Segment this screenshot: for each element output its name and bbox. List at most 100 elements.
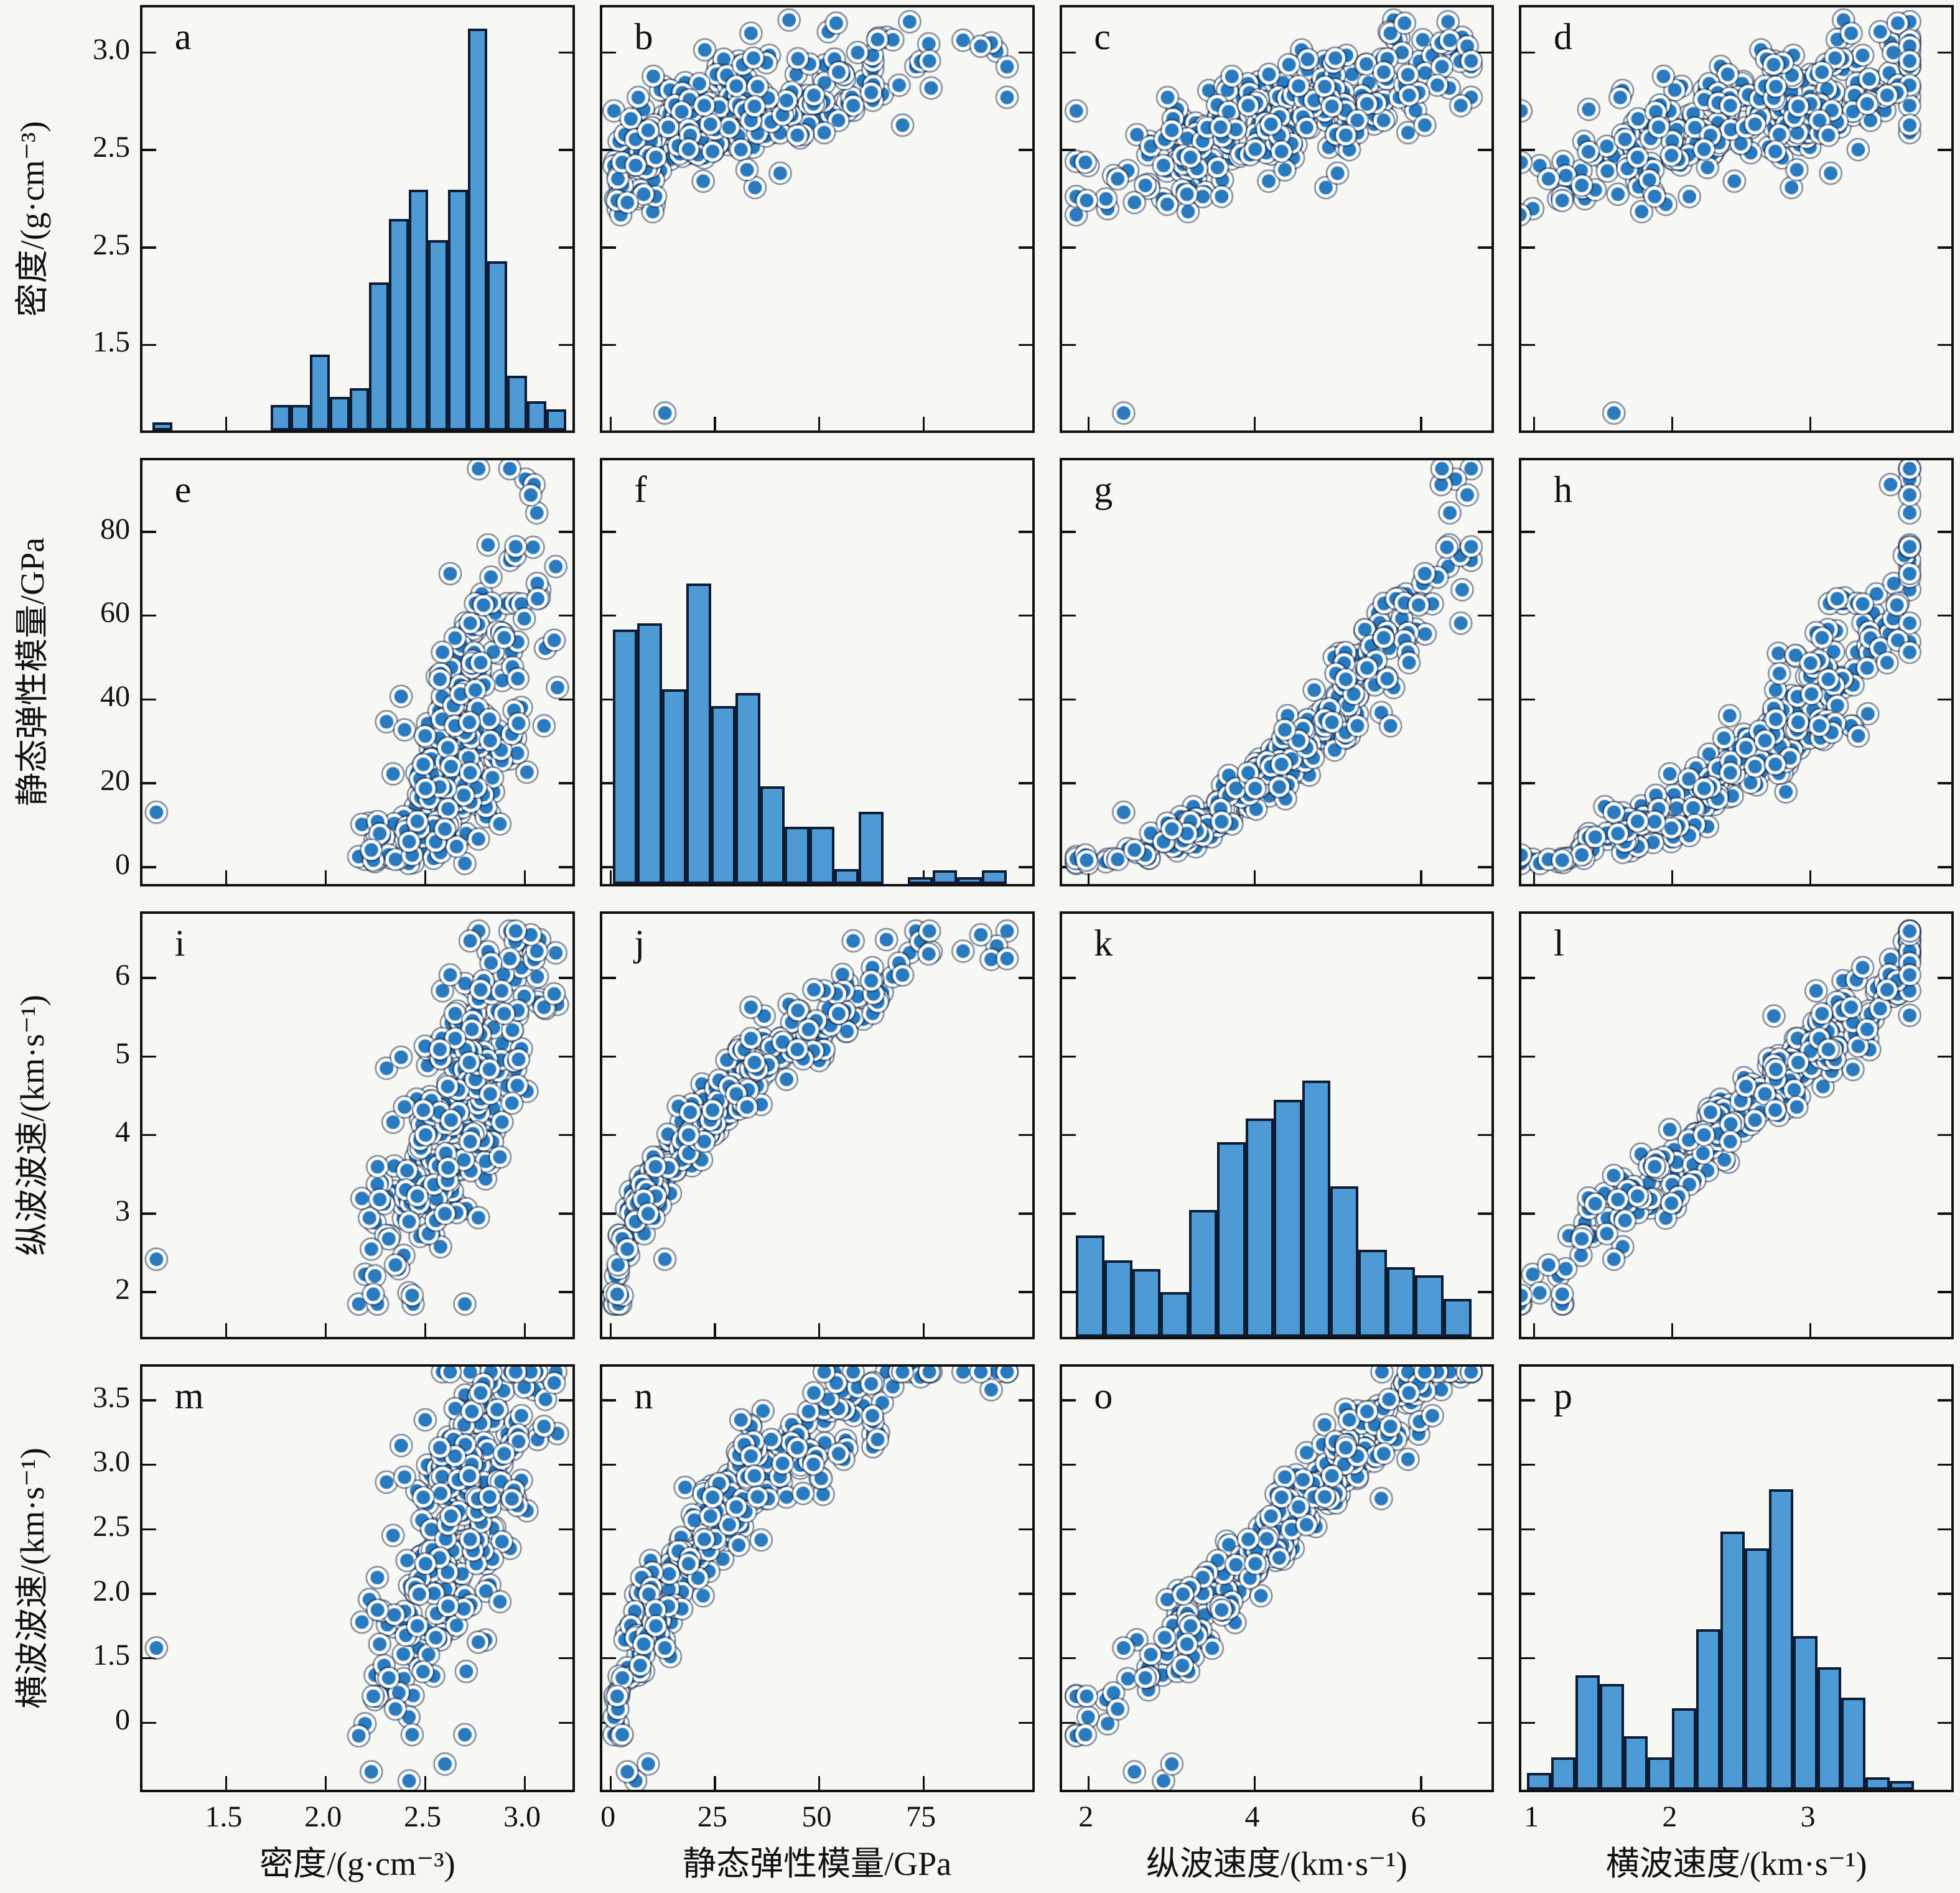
panel-l: l <box>1519 911 1954 1339</box>
y-tick-mark <box>142 343 156 347</box>
y-tick-mark <box>1062 1212 1076 1215</box>
scatter-canvas-i <box>142 913 572 1337</box>
y-tick-mark <box>602 698 616 701</box>
x-tick-mark <box>922 870 925 884</box>
panel-p: p <box>1519 1364 1954 1792</box>
y-tick-label: 3.0 <box>93 1445 130 1479</box>
panel-b: b <box>599 5 1035 434</box>
hist-bar <box>661 689 687 884</box>
y-tick-mark <box>558 246 572 249</box>
hist-bar <box>760 786 785 884</box>
panel-c: c <box>1059 5 1495 434</box>
y-tick-mark <box>1018 531 1032 533</box>
panel-letter-a: a <box>174 16 192 57</box>
panel-letter-p: p <box>1554 1375 1573 1416</box>
hist-bar <box>1841 1698 1866 1790</box>
y-tick-mark <box>1018 866 1032 868</box>
hist-bar <box>1386 1267 1416 1337</box>
hist-bar <box>1865 1777 1890 1790</box>
y-tick-mark <box>1478 1133 1492 1137</box>
x-tick-label: 25 <box>697 1800 727 1833</box>
scatter-canvas-g <box>1062 460 1492 884</box>
hist-bar <box>1768 1489 1793 1790</box>
x-tick-label: 3.0 <box>503 1800 541 1833</box>
x-axis-title-col3: 纵波速度/(km·s⁻¹) <box>1146 1845 1407 1882</box>
y-tick-label: 3.5 <box>93 1380 130 1414</box>
hist-bar <box>1527 1772 1551 1790</box>
scatter-canvas-e <box>142 460 572 884</box>
y-tick-mark <box>602 531 616 533</box>
y-tick-label: 5 <box>115 1037 130 1071</box>
y-axis-title-row1: 密度/(g·cm⁻³) <box>14 121 51 317</box>
x-tick-label: 2.0 <box>304 1800 342 1833</box>
y-tick-label: 2.5 <box>93 228 130 261</box>
scatter-canvas-n <box>602 1366 1032 1790</box>
hist-bar <box>1672 1708 1697 1790</box>
y-tick-mark <box>1018 614 1032 617</box>
hist-bar <box>487 261 507 431</box>
hist-bar <box>834 869 859 884</box>
hist-bar <box>1104 1260 1133 1337</box>
panel-i: i <box>140 911 575 1339</box>
y-tick-mark <box>142 51 156 54</box>
hist-bar <box>1575 1675 1600 1790</box>
hist-bar <box>1217 1142 1246 1337</box>
y-tick-mark <box>558 343 572 347</box>
y-tick-mark <box>1521 1593 1536 1595</box>
y-tick-label: 4 <box>115 1115 130 1149</box>
hist-bar <box>1793 1636 1818 1790</box>
hist-bar <box>1245 1119 1274 1337</box>
y-tick-mark <box>1938 1721 1951 1724</box>
hist-bar <box>408 189 429 431</box>
panel-o: o <box>1059 1364 1495 1792</box>
hist-bar <box>546 409 566 431</box>
hist-bar <box>388 219 409 431</box>
y-tick-mark <box>558 149 572 151</box>
hist-bar <box>1744 1548 1769 1790</box>
hist-bar <box>957 877 982 884</box>
hist-bar <box>686 583 711 884</box>
scatter-canvas-d <box>1521 7 1952 430</box>
scatter-canvas-j <box>602 913 1032 1337</box>
hist-bar <box>1623 1736 1648 1790</box>
y-tick-mark <box>1062 1291 1076 1293</box>
hist-bar <box>467 29 488 431</box>
hist-bar <box>349 388 370 431</box>
hist-bar <box>1188 1209 1218 1337</box>
y-tick-mark <box>1062 1133 1076 1137</box>
y-axis-title-row2: 静态弹性模量/GPa <box>14 537 51 807</box>
panel-h: h <box>1519 458 1954 886</box>
scatter-canvas-b <box>602 7 1032 430</box>
hist-bar <box>1443 1298 1472 1337</box>
hist-bar <box>735 693 760 884</box>
hist-bar <box>810 826 834 884</box>
hist-bar <box>428 240 448 431</box>
y-tick-mark <box>558 51 572 54</box>
scatter-canvas-c <box>1062 7 1492 430</box>
x-axis-title-col4: 横波速度/(km·s⁻¹) <box>1605 1845 1867 1882</box>
hist-bar <box>1551 1757 1575 1790</box>
x-tick-mark <box>225 417 228 431</box>
y-tick-label: 1.5 <box>93 325 130 359</box>
hist-bar <box>982 870 1007 884</box>
x-tick-label: 6 <box>1411 1800 1426 1833</box>
y-tick-mark <box>602 614 616 617</box>
hist-bar <box>711 705 736 884</box>
hist-bar <box>152 422 172 431</box>
y-axis-title-row4: 横波波速/(km·s⁻¹) <box>14 1448 51 1709</box>
y-tick-mark <box>1938 1463 1951 1466</box>
y-tick-label: 2.5 <box>93 1510 130 1543</box>
hist-bar <box>270 405 291 431</box>
hist-bar <box>1076 1235 1104 1337</box>
y-tick-mark <box>1938 1657 1951 1660</box>
y-tick-label: 40 <box>100 680 130 714</box>
hist-bar <box>1302 1081 1331 1337</box>
panel-d: d <box>1519 5 1954 434</box>
y-tick-label: 2.5 <box>93 130 130 164</box>
x-tick-label: 2 <box>1662 1800 1678 1833</box>
y-tick-label: 0 <box>115 1703 130 1737</box>
y-tick-mark <box>1018 782 1032 784</box>
y-tick-label: 60 <box>100 596 130 630</box>
y-tick-mark <box>1938 1399 1951 1402</box>
